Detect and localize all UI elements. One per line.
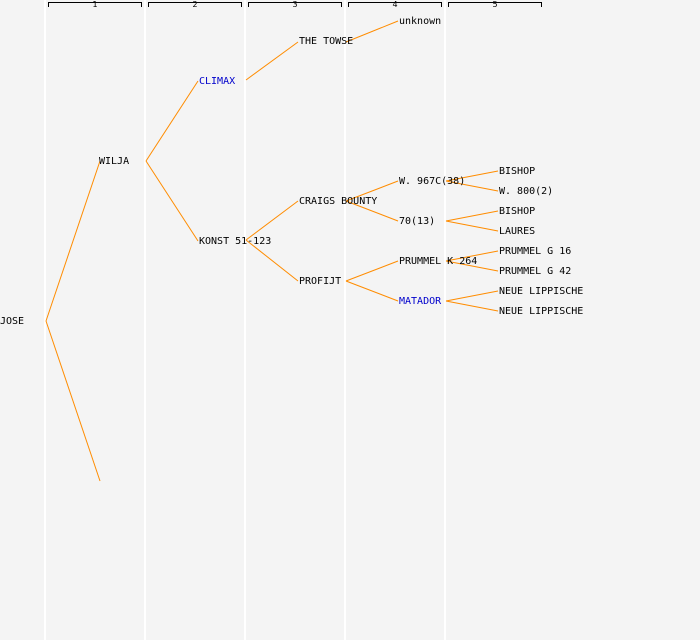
node-root[interactable]: JOSE (0, 316, 25, 327)
generation-column-2 (144, 0, 246, 640)
generation-column-5 (444, 0, 546, 640)
link-craigs-w967 (345, 180, 399, 202)
node-70-13[interactable]: 70(13) (399, 216, 436, 227)
node-laures[interactable]: LAURES (499, 226, 536, 237)
generation-column-3 (244, 0, 346, 640)
link-root-sire (45, 160, 101, 322)
node-bishop-1[interactable]: BISHOP (499, 166, 536, 177)
generation-number: 2 (192, 0, 198, 9)
generation-header-2: 2 (148, 0, 242, 12)
generation-column-1 (44, 0, 146, 640)
generation-number: 3 (292, 0, 298, 9)
header-bracket (448, 2, 542, 7)
node-the-towse[interactable]: THE TOWSE (299, 36, 354, 47)
link-w967-w800 (445, 180, 499, 192)
link-root-dam (45, 320, 101, 482)
link-konst-profijt (245, 239, 299, 282)
link-70-bishop (445, 210, 499, 222)
generation-header-1: 1 (48, 0, 142, 12)
link-sire-konst (145, 160, 199, 242)
node-sire[interactable]: WILJA (99, 156, 130, 167)
link-climax-towse (245, 41, 299, 81)
link-sire-climax (145, 80, 199, 162)
generation-header-5: 5 (448, 0, 542, 12)
node-prummel-g-16[interactable]: PRUMMEL G 16 (499, 246, 572, 257)
node-profijt[interactable]: PROFIJT (299, 276, 342, 287)
node-prummel-k-264[interactable]: PRUMMEL K 264 (399, 256, 478, 267)
node-prummel-g-42[interactable]: PRUMMEL G 42 (499, 266, 572, 277)
node-neue-lippische-2[interactable]: NEUE LIPPISCHE (499, 306, 584, 317)
node-w-800[interactable]: W. 800(2) (499, 186, 554, 197)
node-craigs-bounty[interactable]: CRAIGS BOUNTY (299, 196, 378, 207)
link-konst-craigs (245, 200, 299, 241)
node-matador[interactable]: MATADOR (399, 296, 442, 307)
node-bishop-2[interactable]: BISHOP (499, 206, 536, 217)
header-bracket (248, 2, 342, 7)
link-profijt-matador (345, 280, 399, 302)
node-sire-dam[interactable]: KONST 51-123 (199, 236, 272, 247)
node-w-967c[interactable]: W. 967C(38) (399, 176, 466, 187)
generation-column-4 (344, 0, 446, 640)
generation-number: 4 (392, 0, 398, 9)
link-profijt-prummel (345, 260, 399, 282)
link-matador-lippische1 (445, 290, 499, 302)
node-sire-sire[interactable]: CLIMAX (199, 76, 236, 87)
header-bracket (348, 2, 442, 7)
generation-number: 1 (92, 0, 98, 9)
node-neue-lippische-1[interactable]: NEUE LIPPISCHE (499, 286, 584, 297)
link-w967-bishop (445, 170, 499, 182)
link-70-laures (445, 220, 499, 232)
generation-number: 5 (492, 0, 498, 9)
header-bracket (148, 2, 242, 7)
generation-header-4: 4 (348, 0, 442, 12)
node-unknown[interactable]: unknown (399, 16, 442, 27)
link-towse-unknown (345, 20, 399, 43)
link-prummel-g42 (445, 260, 499, 272)
link-craigs-70 (345, 200, 399, 222)
header-bracket (48, 2, 142, 7)
link-prummel-g16 (445, 250, 499, 262)
generation-header-3: 3 (248, 0, 342, 12)
link-matador-lippische2 (445, 300, 499, 312)
